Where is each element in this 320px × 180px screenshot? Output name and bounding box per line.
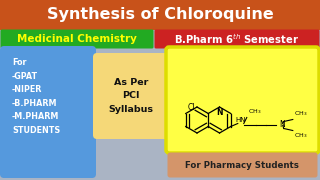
FancyBboxPatch shape — [166, 47, 319, 153]
FancyBboxPatch shape — [155, 30, 319, 48]
Text: Synthesis of Chloroquine: Synthesis of Chloroquine — [47, 8, 273, 22]
FancyBboxPatch shape — [93, 53, 169, 139]
FancyBboxPatch shape — [0, 46, 96, 178]
Text: CH$_3$: CH$_3$ — [294, 110, 307, 118]
FancyBboxPatch shape — [0, 0, 320, 30]
FancyBboxPatch shape — [167, 152, 317, 177]
Text: As Per
PCI
Syllabus: As Per PCI Syllabus — [108, 78, 154, 114]
Text: For Pharmacy Students: For Pharmacy Students — [185, 161, 299, 170]
Text: CH$_3$: CH$_3$ — [248, 108, 261, 116]
Text: CH$_3$: CH$_3$ — [294, 132, 307, 140]
Text: N: N — [279, 120, 284, 129]
FancyBboxPatch shape — [1, 30, 154, 48]
Text: B.Pharm 6$^{th}$ Semester: B.Pharm 6$^{th}$ Semester — [174, 32, 300, 46]
Text: N: N — [216, 108, 223, 117]
Text: Cl: Cl — [188, 102, 195, 111]
Text: For
-GPAT
-NIPER
-B.PHARM
-M.PHARM
STUDENTS: For -GPAT -NIPER -B.PHARM -M.PHARM STUDE… — [12, 58, 60, 135]
Text: HN: HN — [236, 116, 246, 123]
Text: Medicinal Chemistry: Medicinal Chemistry — [17, 34, 137, 44]
